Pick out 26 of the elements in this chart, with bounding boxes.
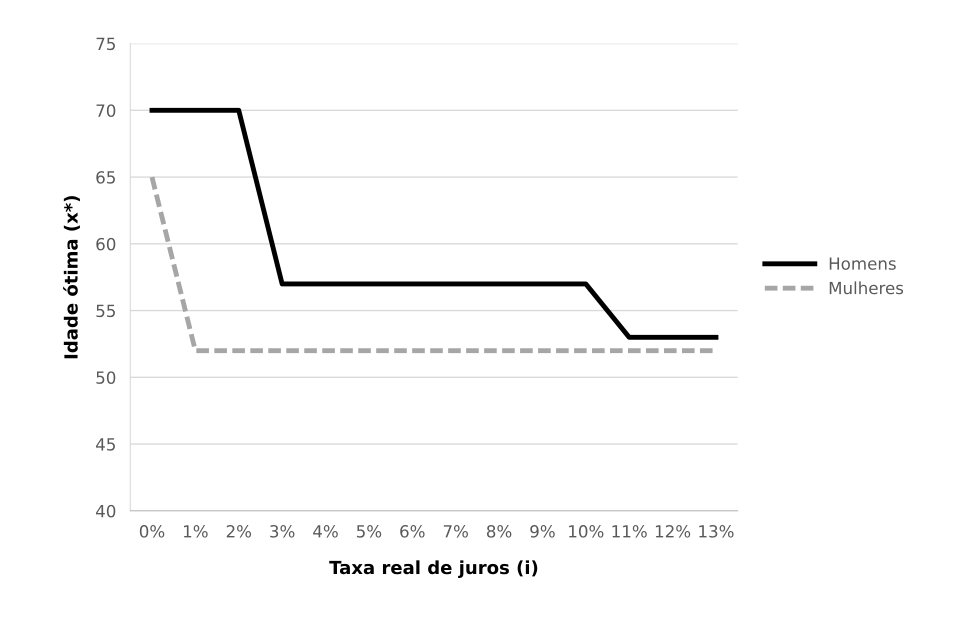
x-tick-label: 10% bbox=[569, 525, 604, 538]
y-tick-label: 50 bbox=[96, 371, 116, 384]
x-tick-label: 9% bbox=[530, 525, 555, 538]
x-tick-label: 3% bbox=[270, 525, 294, 538]
x-tick-label: 5% bbox=[356, 525, 382, 538]
x-tick-label: 12% bbox=[656, 525, 690, 538]
x-tick-label: 8% bbox=[486, 525, 512, 538]
legend-label: Mulheres bbox=[830, 281, 904, 294]
x-tick-label: 13% bbox=[699, 525, 734, 538]
x-tick-label: 11% bbox=[612, 525, 647, 538]
y-tick-label: 55 bbox=[96, 304, 115, 318]
y-tick-label: 75 bbox=[96, 38, 115, 50]
x-tick-label: 4% bbox=[313, 525, 338, 538]
x-axis-title: Taxa real de juros (i) bbox=[329, 560, 538, 578]
x-tick-label: 0% bbox=[140, 525, 164, 538]
y-tick-label: 65 bbox=[96, 171, 115, 184]
y-axis-title: Idade ótima (x*) bbox=[63, 196, 80, 358]
x-tick-label: 6% bbox=[400, 525, 425, 538]
x-tick-label: 7% bbox=[444, 525, 468, 538]
y-tick-label: 60 bbox=[96, 238, 116, 250]
x-tick-label: 2% bbox=[226, 525, 252, 538]
y-tick-label: 45 bbox=[96, 438, 115, 451]
y-tick-label: 70 bbox=[96, 104, 116, 117]
legend-label: Homens bbox=[830, 257, 896, 270]
y-tick-label: 40 bbox=[96, 504, 116, 518]
x-tick-label: 1% bbox=[184, 525, 208, 538]
